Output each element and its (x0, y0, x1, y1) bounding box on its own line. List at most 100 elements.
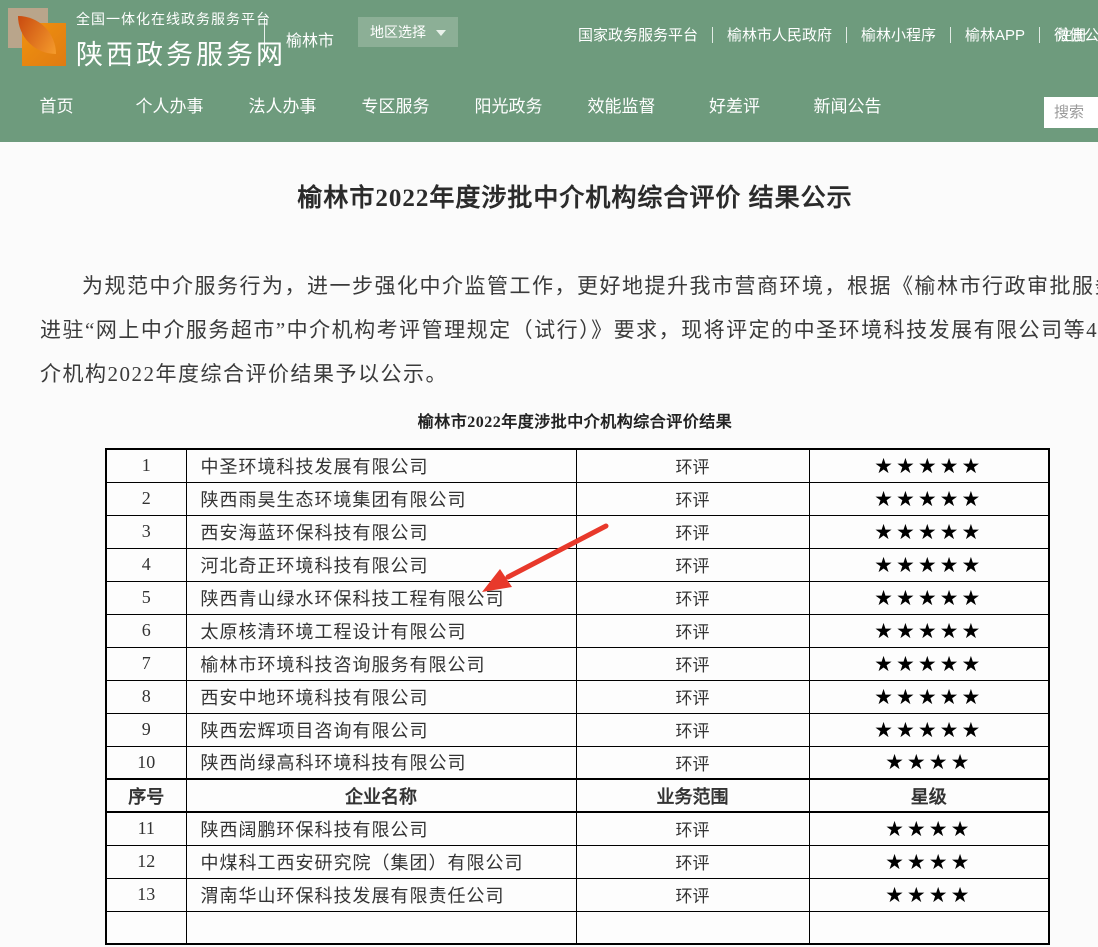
site-brand: 全国一体化在线政务服务平台 陕西政务服务网 (76, 9, 286, 72)
cell-company-name: 榆林市环境科技咨询服务有限公司 (185, 646, 577, 681)
cell-business-scope: 环评 (575, 580, 810, 615)
table-header-cell: 企业名称 (185, 778, 577, 813)
table-row: 11 陕西阔鹏环保科技有限公司 环评 ★★★★ (105, 811, 1050, 846)
header-divider (264, 18, 265, 60)
table-row: 5 陕西青山绿水环保科技工程有限公司 环评 ★★★★★ (105, 580, 1050, 615)
cell-star-rating: ★★★★★ (808, 580, 1050, 615)
region-select-button[interactable]: 地区选择 (358, 17, 458, 47)
cell-company-name: 太原核清环境工程设计有限公司 (185, 613, 577, 648)
table-row: 3 西安海蓝环保科技有限公司 环评 ★★★★★ (105, 514, 1050, 549)
cell-business-scope: 环评 (575, 877, 810, 912)
table-header-cell: 序号 (105, 778, 187, 813)
announcement-paragraph: 为规范中介服务行为，进一步强化中介监管工作，更好地提升我市营商环境，根据《榆林市… (40, 264, 1098, 396)
paragraph-line: 介机构2022年度综合评价结果予以公示。 (40, 362, 448, 386)
cell-star-rating: ★★★★★ (808, 646, 1050, 681)
cell-star-rating: ★★★★★ (808, 613, 1050, 648)
quick-link[interactable]: 榆林市人民政府 (727, 27, 833, 44)
cell-business-scope: 环评 (575, 646, 810, 681)
cell-company-name: 中圣环境科技发展有限公司 (185, 448, 577, 483)
cell-index: 6 (105, 613, 187, 648)
cell-business-scope: 环评 (575, 712, 810, 747)
quick-link[interactable]: 国家政务服务平台 (578, 27, 699, 44)
evaluation-table-body: 1 中圣环境科技发展有限公司 环评 ★★★★★ 2 陕西雨昊生态环境集团有限公司 环评 ★★★… (105, 448, 1050, 945)
cell-index: 10 (105, 745, 187, 780)
cell-index: 11 (105, 811, 187, 846)
cell-index: 5 (105, 580, 187, 615)
table-row: 12 中煤科工西安研究院（集团）有限公司 环评 ★★★★ (105, 844, 1050, 879)
cell-business-scope: 环评 (575, 547, 810, 582)
current-city-label: 榆林市 (286, 33, 335, 50)
cell-business-scope: 环评 (575, 514, 810, 549)
table-row: 8 西安中地环境科技有限公司 环评 ★★★★★ (105, 679, 1050, 714)
cell-star-rating: ★★★★★ (808, 679, 1050, 714)
quick-link-divider (950, 26, 952, 43)
table-row (105, 910, 1050, 945)
table-header-row: 序号 企业名称 业务范围 星级 (105, 778, 1050, 813)
cell-index: 1 (105, 448, 187, 483)
table-row: 6 太原核清环境工程设计有限公司 环评 ★★★★★ (105, 613, 1050, 648)
table-row: 9 陕西宏辉项目咨询有限公司 环评 ★★★★★ (105, 712, 1050, 747)
evaluation-table: 1 中圣环境科技发展有限公司 环评 ★★★★★ 2 陕西雨昊生态环境集团有限公司 环评 ★★★… (105, 448, 1050, 945)
header-quick-links: 国家政务服务平台 榆林市人民政府 榆林小程序 榆林APP 微信公众号 (578, 24, 1098, 45)
nav-item[interactable]: 专区服务 (361, 97, 430, 116)
paragraph-line: 为规范中介服务行为，进一步强化中介监管工作，更好地提升我市营商环境，根据《榆林市… (82, 274, 1098, 298)
cell-company-name: 中煤科工西安研究院（集团）有限公司 (185, 844, 577, 879)
site-header: 全国一体化在线政务服务平台 陕西政务服务网 榆林市 地区选择 国家政务服务平台 榆… (0, 0, 1098, 142)
table-cell (575, 910, 810, 945)
platform-label: 全国一体化在线政务服务平台 (76, 11, 271, 27)
table-row: 1 中圣环境科技发展有限公司 环评 ★★★★★ (105, 448, 1050, 483)
cell-business-scope: 环评 (575, 745, 810, 780)
region-select-label: 地区选择 (370, 24, 426, 40)
nav-item[interactable]: 阳光政务 (474, 97, 543, 116)
cell-business-scope: 环评 (575, 481, 810, 516)
site-name: 陕西政务服务网 (76, 40, 286, 70)
cell-index: 2 (105, 481, 187, 516)
table-row: 10 陕西尚绿高科环境科技有限公司 环评 ★★★★ (105, 745, 1050, 780)
nav-item[interactable]: 法人办事 (248, 97, 317, 116)
nav-item[interactable]: 首页 (39, 97, 74, 116)
nav-item[interactable]: 个人办事 (135, 97, 204, 116)
nav-item[interactable]: 效能监督 (587, 97, 656, 116)
cell-business-scope: 环评 (575, 613, 810, 648)
cell-index: 9 (105, 712, 187, 747)
search-box (1044, 97, 1098, 128)
table-row: 4 河北奇正环境科技有限公司 环评 ★★★★★ (105, 547, 1050, 582)
cell-star-rating: ★★★★★ (808, 712, 1050, 747)
quick-link[interactable]: 榆林小程序 (861, 27, 937, 44)
cell-index: 8 (105, 679, 187, 714)
quick-link[interactable]: 榆林APP (965, 27, 1026, 44)
table-cell (808, 910, 1050, 945)
cell-company-name: 陕西青山绿水环保科技工程有限公司 (185, 580, 577, 615)
table-caption: 榆林市2022年度涉批中介机构综合评价结果 (417, 414, 733, 431)
cell-company-name: 西安中地环境科技有限公司 (185, 679, 577, 714)
cell-business-scope: 环评 (575, 844, 810, 879)
cell-business-scope: 环评 (575, 448, 810, 483)
quick-link[interactable]: 微信公众号 (1054, 27, 1098, 44)
table-header-cell: 业务范围 (575, 778, 810, 813)
cell-company-name: 西安海蓝环保科技有限公司 (185, 514, 577, 549)
table-cell (105, 910, 187, 945)
cell-business-scope: 环评 (575, 811, 810, 846)
nav-item[interactable]: 新闻公告 (813, 97, 882, 116)
cell-company-name: 陕西宏辉项目咨询有限公司 (185, 712, 577, 747)
quick-link-divider (846, 26, 848, 43)
register-link[interactable]: 注册 (1057, 27, 1088, 44)
cell-star-rating: ★★★★★ (808, 514, 1050, 549)
quick-link-divider (1039, 26, 1041, 43)
cell-index: 3 (105, 514, 187, 549)
cell-star-rating: ★★★★★ (808, 448, 1050, 483)
cell-company-name: 陕西雨昊生态环境集团有限公司 (185, 481, 577, 516)
table-row: 7 榆林市环境科技咨询服务有限公司 环评 ★★★★★ (105, 646, 1050, 681)
cell-company-name: 陕西尚绿高科环境科技有限公司 (185, 745, 577, 780)
cell-index: 7 (105, 646, 187, 681)
cell-company-name: 陕西阔鹏环保科技有限公司 (185, 811, 577, 846)
table-row: 2 陕西雨昊生态环境集团有限公司 环评 ★★★★★ (105, 481, 1050, 516)
cell-star-rating: ★★★★ (808, 811, 1050, 846)
cell-business-scope: 环评 (575, 679, 810, 714)
search-input[interactable] (1044, 97, 1098, 128)
paragraph-line: 进驻“网上中介服务超市”中介机构考评管理规定（试行）》要求，现将评定的中圣环境科… (40, 318, 1098, 342)
chevron-down-icon (435, 30, 446, 37)
cell-index: 4 (105, 547, 187, 582)
nav-item[interactable]: 好差评 (709, 97, 760, 116)
cell-star-rating: ★★★★ (808, 745, 1050, 780)
